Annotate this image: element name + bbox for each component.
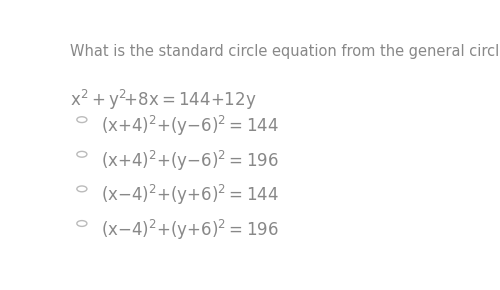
Text: $\mathsf{(x{-}4)^2{+}(y{+}6)^2{=}144}$: $\mathsf{(x{-}4)^2{+}(y{+}6)^2{=}144}$	[101, 183, 279, 207]
Text: $\mathsf{(x{+}4)^2{+}(y{-}6)^2{=}196}$: $\mathsf{(x{+}4)^2{+}(y{-}6)^2{=}196}$	[101, 149, 279, 173]
Text: What is the standard circle equation from the general circle equation:: What is the standard circle equation fro…	[70, 44, 500, 59]
Text: $\mathsf{(x{+}4)^2{+}(y{-}6)^2{=}144}$: $\mathsf{(x{+}4)^2{+}(y{-}6)^2{=}144}$	[101, 114, 279, 138]
Text: $\mathsf{(x{-}4)^2{+}(y{+}6)^2{=}196}$: $\mathsf{(x{-}4)^2{+}(y{+}6)^2{=}196}$	[101, 218, 279, 242]
Text: $\mathsf{x}^2 + \mathsf{y}^2\!\mathsf{+8x{=}144{+}12y}$: $\mathsf{x}^2 + \mathsf{y}^2\!\mathsf{+8…	[70, 88, 257, 113]
